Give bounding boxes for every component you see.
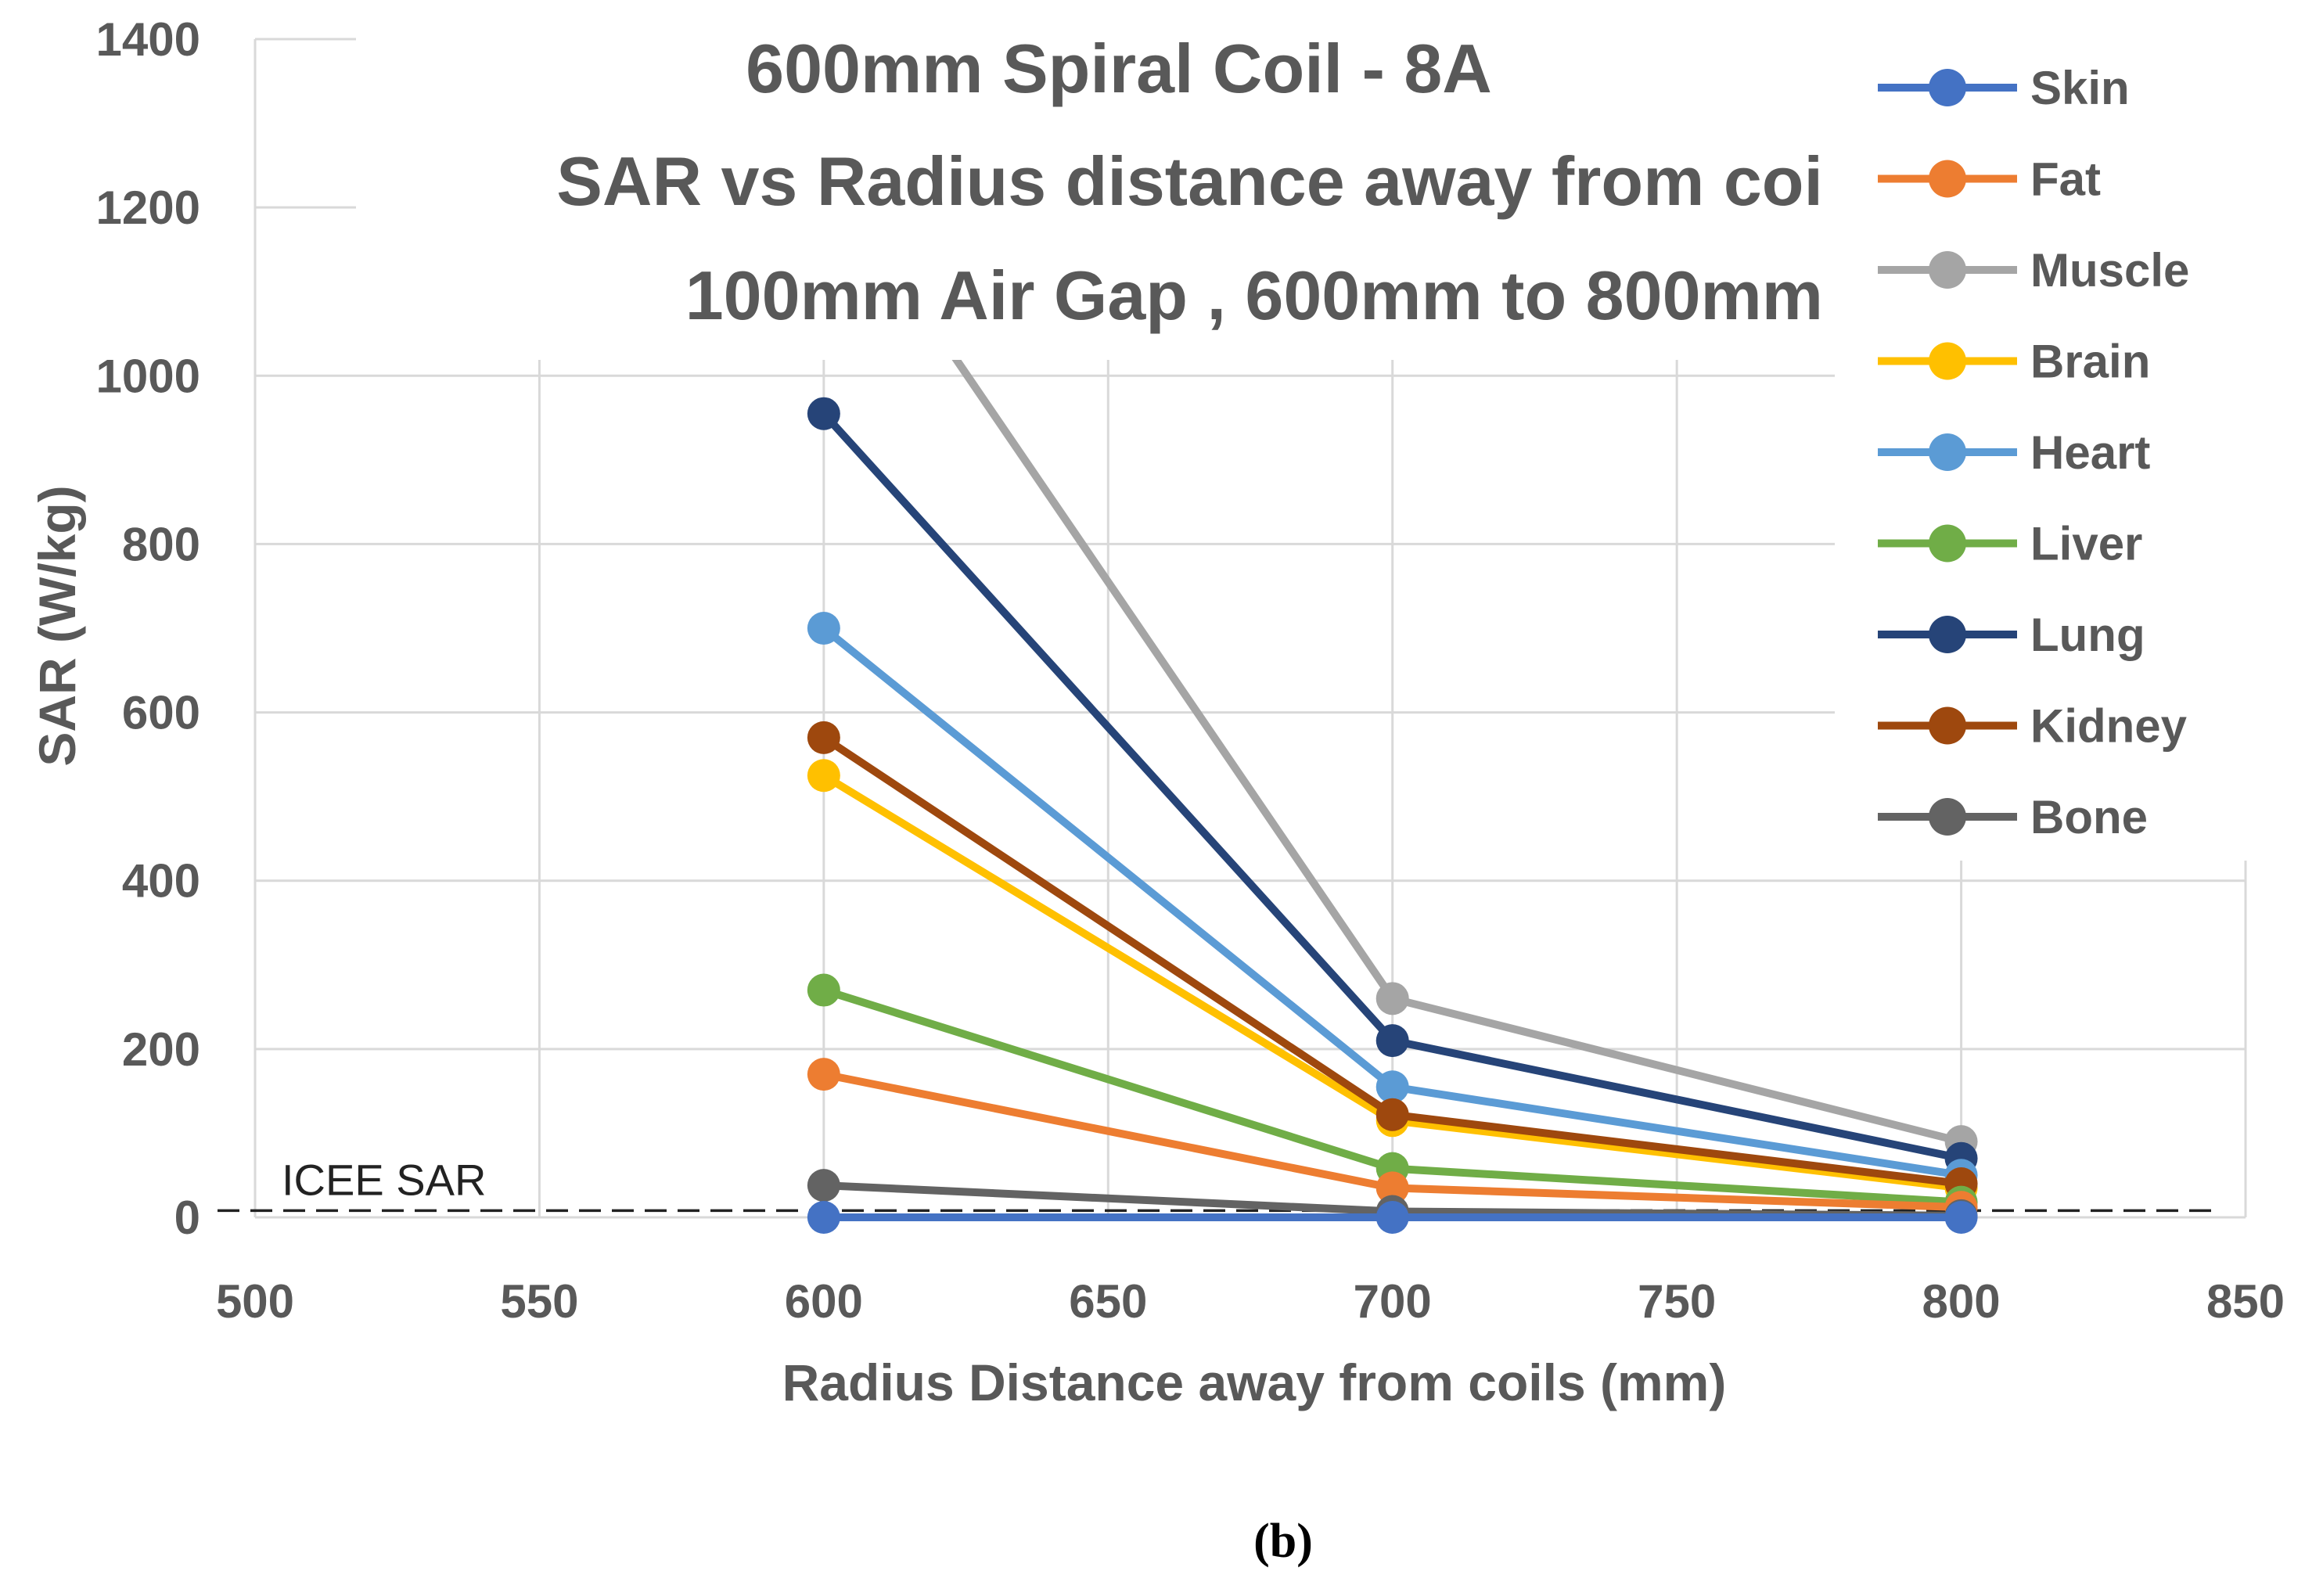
data-point-lung [807,397,840,430]
legend-swatch-marker [1929,433,1966,471]
legend-swatch-marker [1929,69,1966,106]
legend-item-bone: Bone [1878,791,2148,843]
x-axis-title: Radius Distance away from coils (mm) [782,1353,1727,1411]
data-point-kidney [1375,1098,1409,1131]
legend-swatch-marker [1929,342,1966,380]
figure-caption: (b) [1253,1515,1313,1568]
title-backdrop [356,23,1843,360]
series-fat [807,1058,1978,1224]
legend-label: Fat [2030,153,2101,206]
legend-label: Lung [2030,609,2145,661]
series-group [807,149,1978,1234]
chart-title-line-2: SAR vs Radius distance away from coi [556,142,1823,220]
legend-swatch-marker [1929,524,1966,563]
legend-item-lung: Lung [1878,609,2145,661]
y-tick-label: 800 [122,518,200,570]
x-tick-label: 550 [500,1275,578,1328]
x-tick-label: 650 [1069,1275,1147,1328]
data-point-skin [807,1201,840,1234]
y-tick-label: 1000 [96,350,200,402]
chart-title-line-3: 100mm Air Gap , 600mm to 800mm [685,257,1823,334]
legend-label: Kidney [2030,700,2188,753]
chart-title-group: 600mm Spiral Coil - 8A SAR vs Radius dis… [356,23,1843,360]
legend-item-skin: Skin [1878,62,2130,114]
legend-label: Brain [2030,336,2150,388]
y-tick-label: 600 [122,687,200,739]
reference-line-group: ICEE SAR [218,1155,2214,1213]
legend-swatch-marker [1929,251,1966,289]
data-point-kidney [807,721,840,754]
series-skin [807,1201,1978,1234]
legend-swatch-marker [1929,160,1966,198]
data-point-bone [807,1169,840,1202]
data-point-muscle [1375,982,1409,1015]
data-point-lung [1375,1024,1409,1058]
legend-swatch-marker [1929,798,1966,836]
legend-item-brain: Brain [1878,336,2150,388]
data-point-brain [807,759,840,793]
legend: Skin Fat Muscle Brain Heart Liver Lung Kidney Bo… [1835,31,2300,861]
legend-label: Bone [2030,791,2148,843]
data-point-heart [807,612,840,645]
data-point-skin [1944,1201,1978,1234]
x-tick-label: 600 [785,1275,863,1328]
y-tick-label: 0 [174,1192,200,1244]
x-tick-label: 800 [1922,1275,2001,1328]
legend-label: Heart [2030,426,2150,479]
data-point-skin [1375,1201,1409,1234]
data-point-liver [807,973,840,1007]
legend-label: Skin [2030,62,2130,114]
axes: 0 200 400 600 800 1000 1200 1400 500 550 600 650 700… [96,13,2285,1328]
y-tick-label: 1200 [96,182,200,234]
data-point-heart [1375,1070,1409,1104]
x-tick-label: 500 [216,1275,294,1328]
legend-label: Liver [2030,518,2142,570]
y-tick-label: 200 [122,1023,200,1076]
legend-swatch-marker [1929,706,1966,745]
chart-title-line-1: 600mm Spiral Coil - 8A [746,30,1492,107]
legend-item-muscle: Muscle [1878,244,2189,297]
x-tick-label: 700 [1354,1275,1432,1328]
data-point-fat [807,1058,840,1091]
legend-item-liver: Liver [1878,518,2142,570]
legend-swatch-marker [1929,616,1966,653]
x-tick-label: 750 [1638,1275,1716,1328]
y-tick-label: 400 [122,855,200,908]
legend-label: Muscle [2030,244,2189,297]
x-tick-label: 850 [2206,1275,2285,1328]
icee-sar-label: ICEE SAR [282,1155,486,1204]
legend-item-kidney: Kidney [1878,700,2188,753]
legend-item-heart: Heart [1878,426,2150,479]
y-axis-title: SAR (W/kg) [28,485,86,766]
data-point-fat [1375,1171,1409,1205]
y-tick-label: 1400 [96,13,200,66]
legend-item-fat: Fat [1878,153,2101,206]
